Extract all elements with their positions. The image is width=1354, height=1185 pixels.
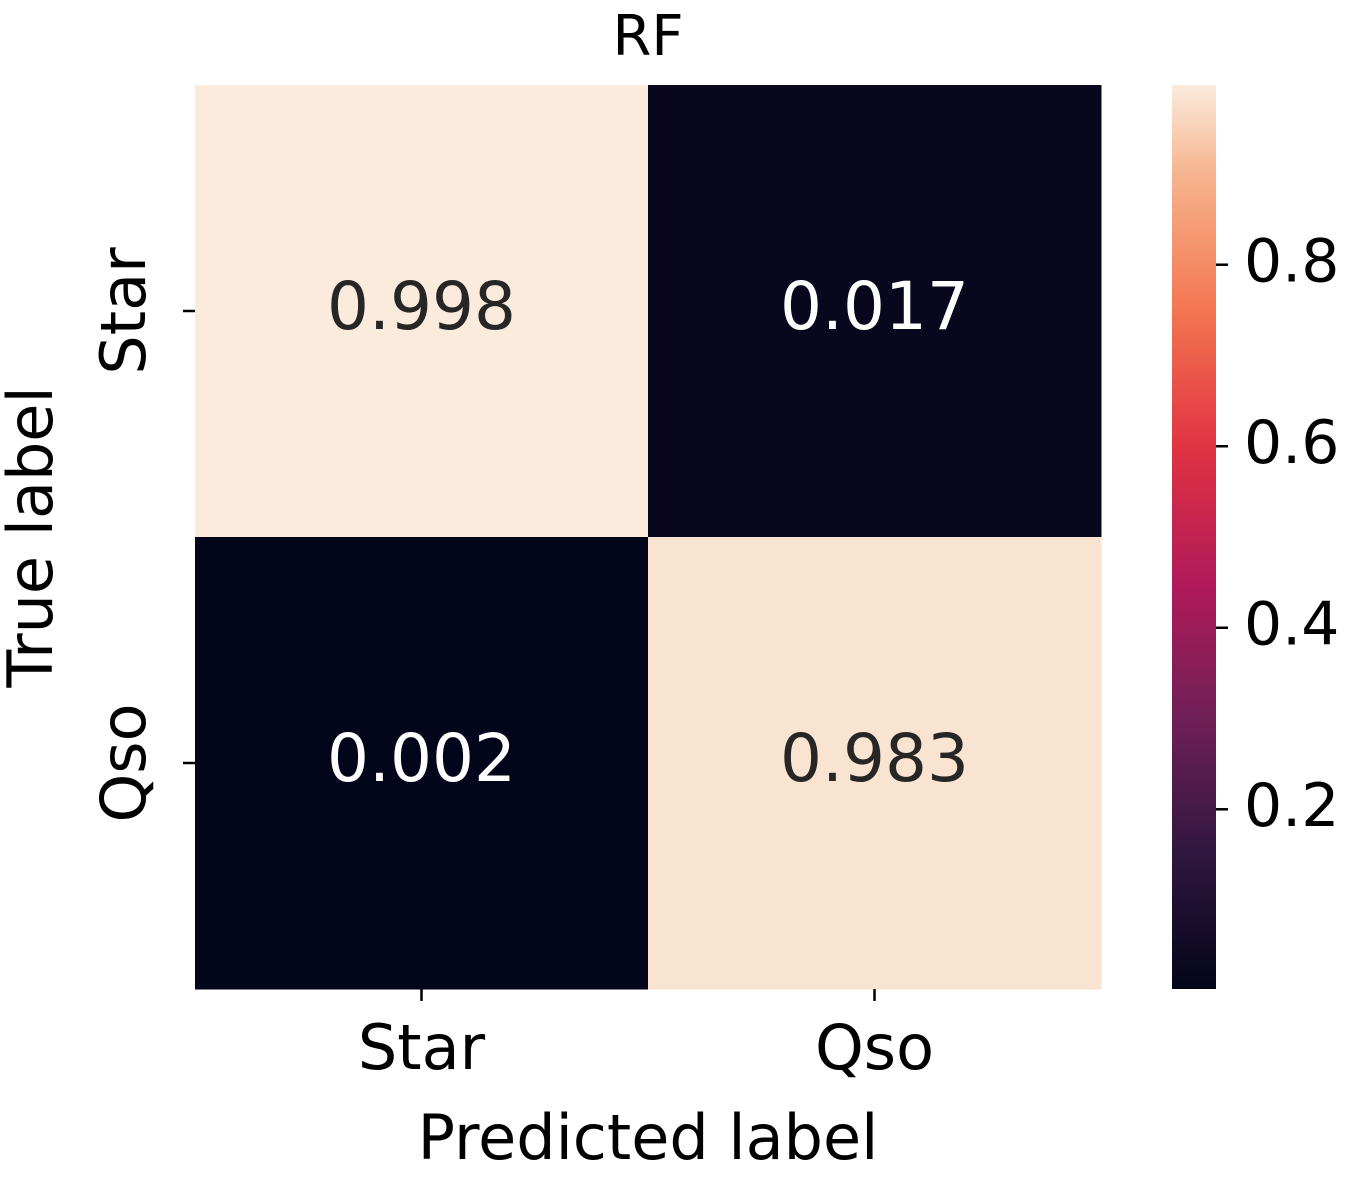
- x-tick-label: Star: [358, 1011, 486, 1084]
- cell-label: 0.983: [780, 720, 969, 797]
- x-tick-label: Qso: [815, 1011, 934, 1084]
- heatmap-cell: [648, 537, 1102, 990]
- colorbar-tick-label: 0.8: [1244, 226, 1339, 296]
- colorbar-tick-label: 0.6: [1244, 408, 1339, 478]
- chart-title: RF: [612, 4, 683, 69]
- cell-label: 0.998: [327, 268, 516, 345]
- colorbar: [1172, 85, 1216, 989]
- heatmap-cell: [195, 85, 649, 538]
- cell-label: 0.017: [780, 268, 969, 345]
- y-tick-label: Star: [87, 247, 160, 375]
- colorbar-tick-label: 0.2: [1244, 771, 1339, 841]
- colorbar-tick-label: 0.4: [1244, 589, 1339, 659]
- y-axis-label: True label: [0, 386, 67, 688]
- cell-label: 0.002: [327, 720, 516, 797]
- heatmap-cell: [195, 537, 649, 990]
- x-axis-label: Predicted label: [418, 1101, 879, 1174]
- y-tick-label: Qso: [87, 703, 160, 822]
- heatmap-cell: [648, 85, 1102, 538]
